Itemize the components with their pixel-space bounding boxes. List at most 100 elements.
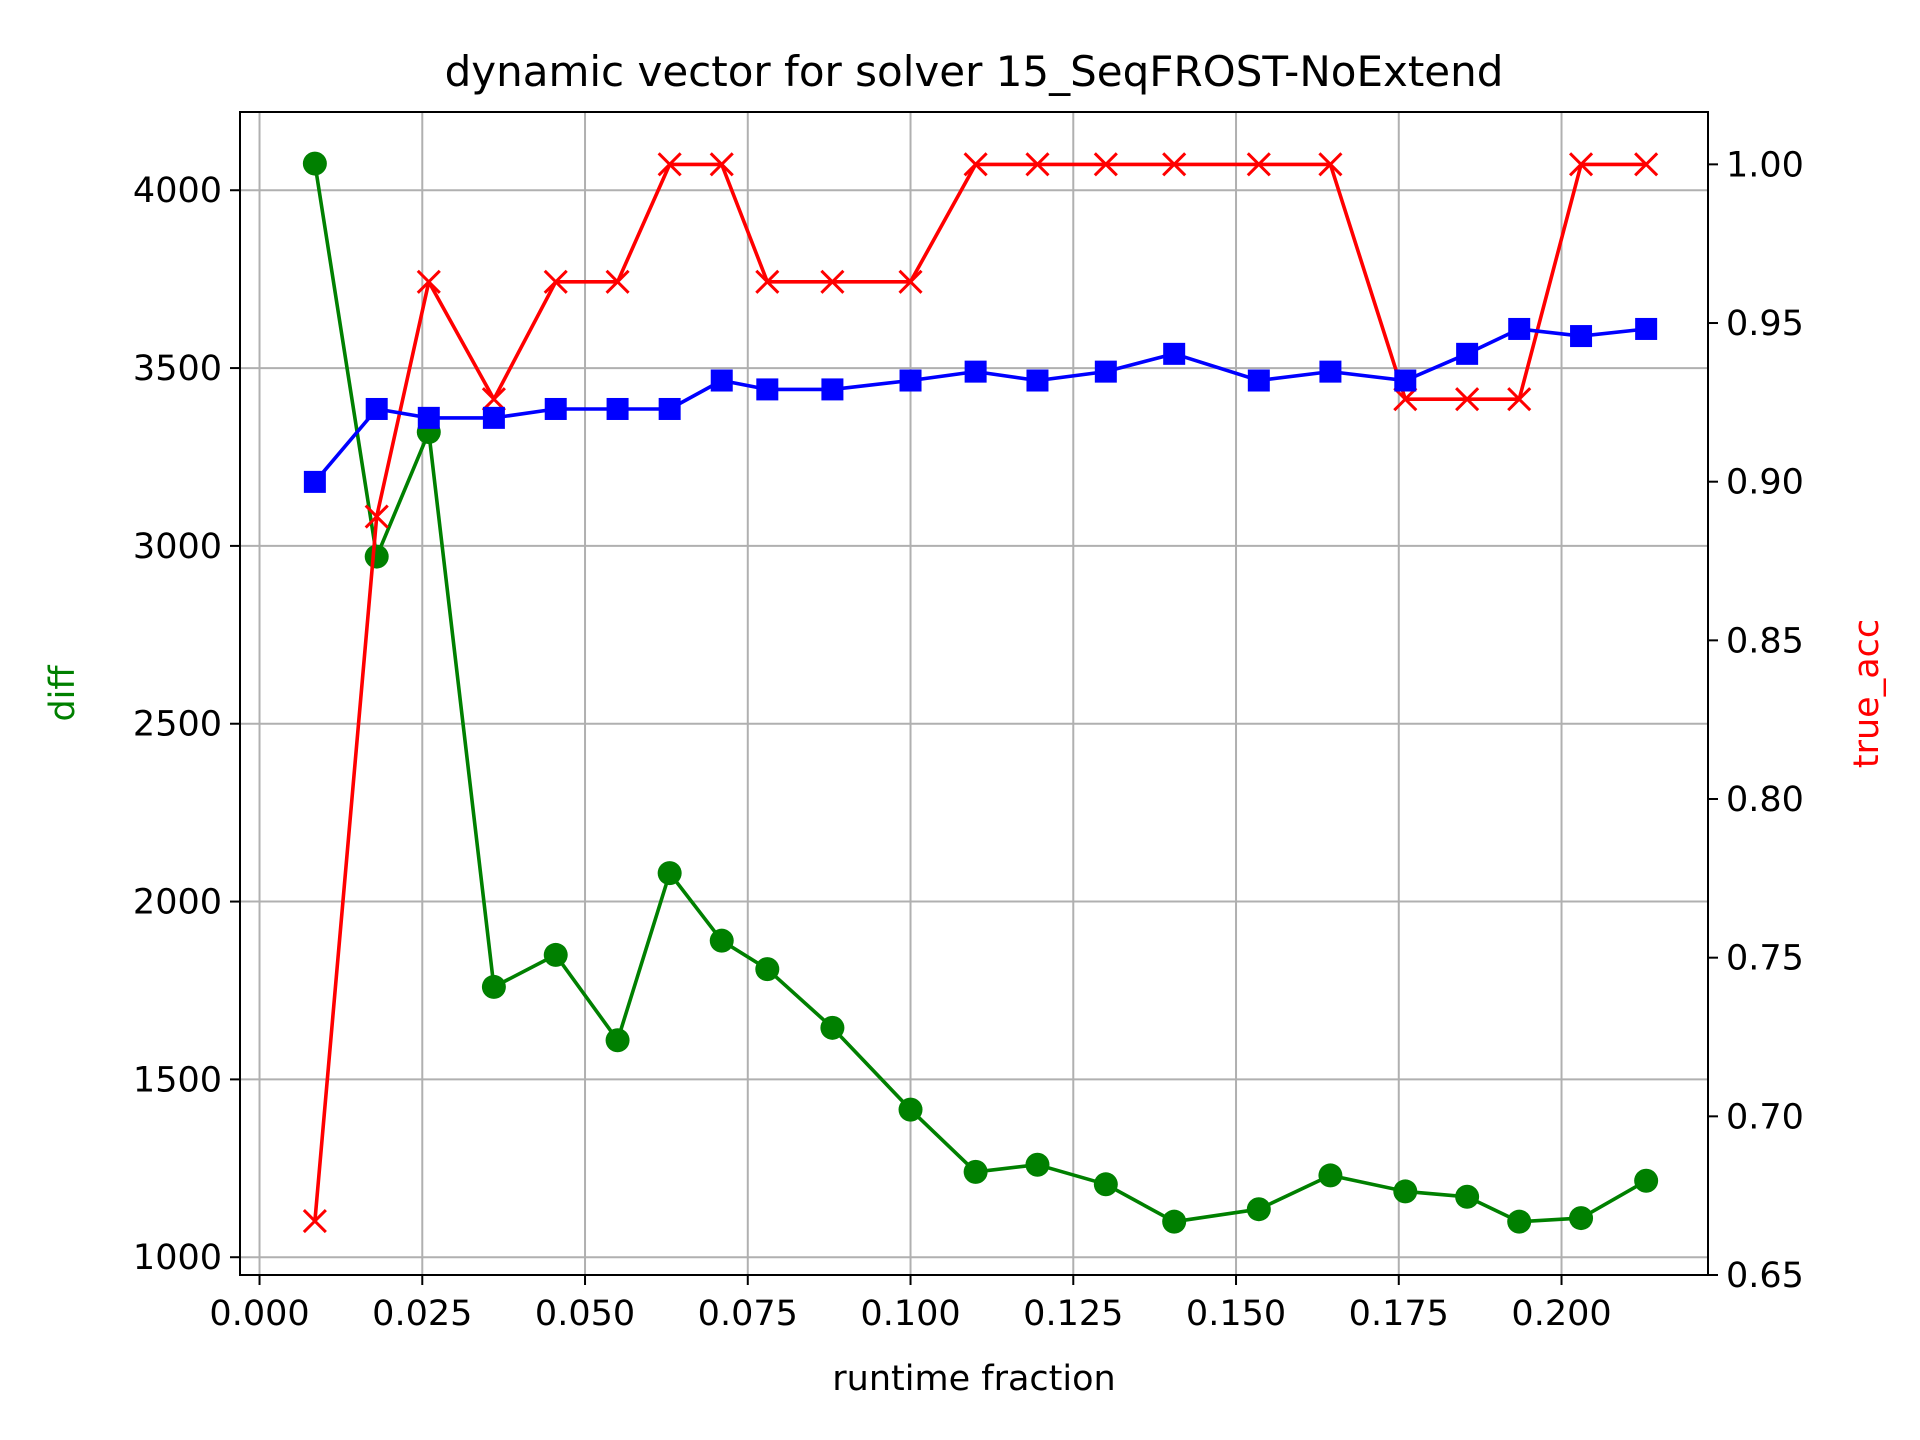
plot-frame (239, 111, 1709, 1276)
data-point (605, 1028, 630, 1053)
y-right-tick-label: 0.95 (1726, 304, 1804, 344)
x-axis-ticks: 0.000 0.025 0.050 0.075 0.100 0.125 0.150 0.175… (209, 1275, 1612, 1334)
y-left-tick-label: 2500 (133, 705, 222, 745)
data-point (1569, 1206, 1594, 1231)
data-point (1093, 1172, 1118, 1197)
x-tick-label: 0.000 (209, 1294, 309, 1334)
data-point (821, 378, 844, 401)
data-point (1634, 152, 1659, 177)
data-point (1393, 387, 1418, 412)
data-point (417, 406, 440, 429)
data-point (1570, 325, 1593, 348)
x-tick-label: 0.075 (698, 1294, 798, 1334)
y-left-tick-label: 2000 (133, 883, 222, 923)
data-point (820, 1015, 845, 1040)
data-point (1394, 369, 1417, 392)
data-point (820, 269, 845, 294)
x-tick-label: 0.150 (1186, 1294, 1286, 1334)
data-point (1163, 342, 1186, 365)
data-point (1455, 1184, 1480, 1209)
x-axis-label: runtime fraction (832, 1359, 1115, 1399)
y-right-tick-label: 0.70 (1726, 1097, 1804, 1137)
data-point (543, 942, 568, 967)
chart-title: dynamic vector for solver 15_SeqFROST-No… (445, 47, 1504, 96)
data-point (1456, 342, 1479, 365)
data-point (1507, 1209, 1532, 1234)
data-point (1507, 387, 1532, 412)
data-point (1393, 1179, 1418, 1204)
data-point (755, 269, 780, 294)
data-point (898, 1097, 923, 1122)
data-point (1162, 152, 1187, 177)
data-point (543, 269, 568, 294)
data-point (756, 378, 779, 401)
data-point (657, 861, 682, 886)
series-line (313, 162, 1647, 1222)
data-point (963, 1159, 988, 1184)
data-point (1246, 1197, 1271, 1222)
data-point (964, 360, 987, 383)
y-left-tick-label: 1500 (133, 1060, 222, 1100)
data-point (1455, 387, 1480, 412)
data-point (302, 151, 327, 176)
data-point (605, 269, 630, 294)
data-point (1318, 152, 1343, 177)
data-point (899, 369, 922, 392)
data-point (1094, 360, 1117, 383)
data-point (365, 397, 388, 420)
data-point (1568, 152, 1594, 177)
data-point (416, 269, 441, 294)
data-point (709, 928, 734, 953)
data-point (963, 152, 988, 177)
data-point (1247, 369, 1270, 392)
data-point (481, 387, 506, 412)
series-2 (302, 152, 1659, 1234)
series-3 (303, 317, 1658, 493)
data-point (544, 397, 567, 420)
plot-series (302, 151, 1659, 1234)
y-left-axis-ticks: 1000 1500 2000 2500 3000 3500 4000 (133, 171, 240, 1278)
data-point (1246, 152, 1271, 177)
y-right-axis-ticks: 0.65 0.70 0.75 0.80 0.85 0.90 0.95 1.00 (1708, 145, 1804, 1296)
y-right-tick-label: 0.75 (1726, 939, 1804, 979)
data-point (302, 1208, 327, 1234)
data-point (606, 397, 629, 420)
data-point (898, 269, 923, 294)
data-point (1162, 1209, 1187, 1234)
data-point (755, 957, 780, 982)
y-left-tick-label: 4000 (133, 171, 222, 211)
data-point (1025, 152, 1050, 177)
y-left-tick-label: 1000 (133, 1238, 222, 1278)
data-point (1319, 360, 1342, 383)
x-tick-label: 0.100 (860, 1294, 960, 1334)
data-point (657, 152, 682, 177)
data-point (1634, 1168, 1659, 1193)
data-point (710, 369, 733, 392)
data-point (1318, 1163, 1343, 1188)
y-left-tick-label: 3500 (133, 349, 222, 389)
x-tick-label: 0.175 (1349, 1294, 1449, 1334)
data-point (658, 397, 681, 420)
data-point (1026, 369, 1049, 392)
series-line (313, 327, 1647, 484)
data-point (482, 406, 505, 429)
y-right-tick-label: 0.65 (1726, 1256, 1804, 1296)
series-1 (302, 151, 1659, 1234)
x-tick-label: 0.025 (372, 1294, 472, 1334)
data-point (709, 152, 734, 177)
x-tick-label: 0.125 (1023, 1294, 1123, 1334)
data-point (481, 974, 506, 999)
data-point (364, 544, 389, 569)
data-point (303, 470, 326, 493)
y-right-tick-label: 0.80 (1726, 780, 1804, 820)
data-point (1093, 152, 1118, 177)
y-right-tick-label: 0.90 (1726, 463, 1804, 503)
y-left-axis-label: diff (43, 665, 83, 722)
y-right-axis-label: true_acc (1847, 619, 1887, 768)
y-left-tick-label: 3000 (133, 527, 222, 567)
data-point (364, 504, 389, 529)
data-point (1508, 317, 1531, 340)
data-point (1635, 317, 1658, 340)
